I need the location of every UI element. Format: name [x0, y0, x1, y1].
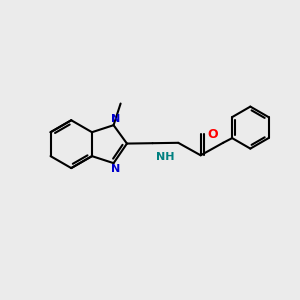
Text: N: N: [111, 114, 120, 124]
Text: N: N: [111, 164, 120, 174]
Text: NH: NH: [156, 152, 175, 162]
Text: O: O: [207, 128, 218, 141]
